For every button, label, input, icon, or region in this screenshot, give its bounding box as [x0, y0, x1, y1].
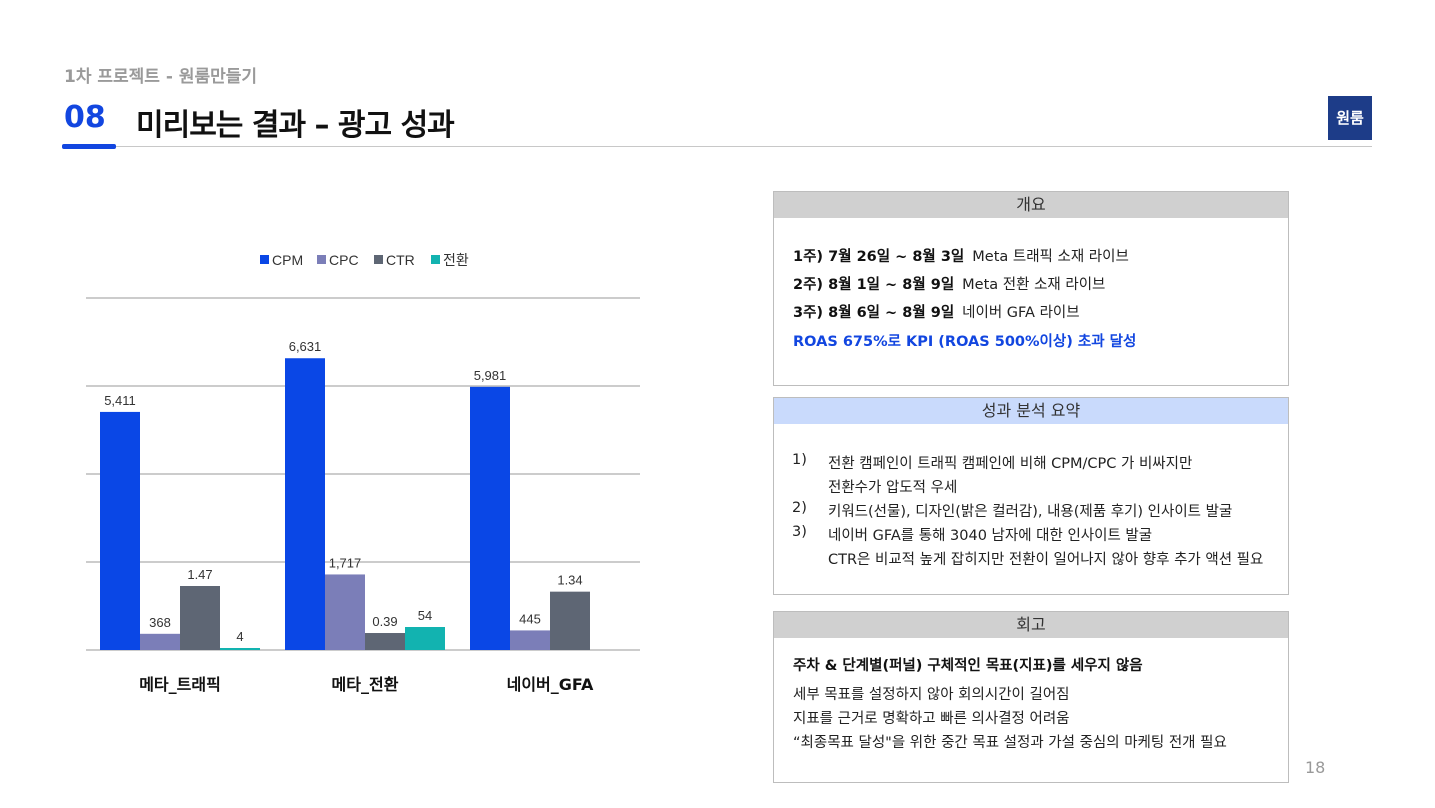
analysis-num: 3): [792, 524, 807, 540]
page-title: 미리보는 결과 – 광고 성과: [136, 108, 455, 143]
bar-CPC-1: [325, 574, 365, 650]
data-label: 1.47: [187, 567, 212, 582]
data-label: 5,411: [104, 393, 136, 408]
analysis-header: 성과 분석 요약: [774, 398, 1288, 424]
data-label: 54: [418, 608, 432, 623]
bar-CPM-2: [470, 386, 510, 650]
overview-line: 1주) 7월 26일 ~ 8월 3일 Meta 트래픽 소재 라이브: [793, 249, 1129, 265]
legend-label: CPC: [329, 252, 359, 268]
data-label: 368: [149, 615, 171, 630]
page-number: 18: [1305, 758, 1326, 777]
data-label: 1,717: [329, 555, 362, 570]
project-subtitle: 1차 프로젝트 - 원룸만들기: [64, 67, 258, 87]
analysis-text: 전환 캠페인이 트래픽 캠페인에 비해 CPM/CPC 가 비싸지만: [828, 456, 1193, 472]
legend-swatch-CPM: [260, 255, 269, 264]
overview-panel: 개요 1주) 7월 26일 ~ 8월 3일 Meta 트래픽 소재 라이브 2주)…: [773, 191, 1289, 386]
data-label: 0.39: [372, 614, 397, 629]
bar-CPC-2: [510, 630, 550, 650]
section-underline: [62, 144, 116, 149]
legend-label: CTR: [386, 252, 415, 268]
data-label: 6,631: [289, 339, 322, 354]
bar-CTR-2: [550, 591, 590, 650]
analysis-text: CTR은 비교적 높게 잡히지만 전환이 일어나지 않아 향후 추가 액션 필요: [828, 552, 1264, 568]
brand-logo: 원룸: [1328, 96, 1372, 140]
section-number: 08: [64, 100, 106, 135]
data-label: 4: [236, 629, 243, 644]
category-label: 메타_트래픽: [139, 675, 221, 694]
analysis-num: 1): [792, 452, 807, 468]
legend-label: CPM: [272, 252, 303, 268]
analysis-text: 전환수가 압도적 우세: [828, 480, 958, 496]
review-line: 지표를 근거로 명확하고 빠른 의사결정 어려움: [793, 711, 1070, 727]
review-line: 세부 목표를 설정하지 않아 회의시간이 길어짐: [793, 687, 1070, 703]
bar-CPM-0: [100, 411, 140, 650]
review-main-point: 주차 & 단계별(퍼널) 구체적인 목표(지표)를 세우지 않음: [793, 658, 1143, 674]
category-label: 메타_전환: [332, 675, 399, 694]
overview-header: 개요: [774, 192, 1288, 218]
bar-CPM-1: [285, 358, 325, 650]
roas-highlight: ROAS 675%로 KPI (ROAS 500%이상) 초과 달성: [793, 334, 1137, 350]
analysis-panel: 성과 분석 요약 1) 전환 캠페인이 트래픽 캠페인에 비해 CPM/CPC …: [773, 397, 1289, 595]
legend-swatch-전환: [431, 255, 440, 264]
bar-CTR-0: [180, 586, 220, 650]
legend-label: 전환: [443, 252, 469, 268]
data-label: 5,981: [474, 368, 507, 383]
bar-전환-1: [405, 627, 445, 650]
legend-swatch-CTR: [374, 255, 383, 264]
bar-CTR-1: [365, 633, 405, 650]
analysis-num: 2): [792, 500, 807, 516]
analysis-text: 네이버 GFA를 통해 3040 남자에 대한 인사이트 발굴: [828, 528, 1153, 544]
category-label: 네이버_GFA: [507, 675, 594, 694]
overview-line: 2주) 8월 1일 ~ 8월 9일 Meta 전환 소재 라이브: [793, 277, 1106, 293]
bar-CPC-0: [140, 633, 180, 650]
review-header: 회고: [774, 612, 1288, 638]
review-highlight: “최종목표 달성"을 위한 중간 목표 설정과 가설 중심의 마케팅 전개 필요: [793, 735, 1227, 751]
bar-전환-0: [220, 648, 260, 650]
ad-performance-chart: 5,411 368 1.47 4 메타_트래픽 6,631 1,717 0.39 54 메타_전환…: [86, 252, 640, 694]
data-label: 1.34: [557, 573, 582, 588]
review-panel: 회고 주차 & 단계별(퍼널) 구체적인 목표(지표)를 세우지 않음 세부 목…: [773, 611, 1289, 783]
analysis-text: 키워드(선물), 디자인(밝은 컬러감), 내용(제품 후기) 인사이트 발굴: [828, 504, 1233, 520]
logo-text: 원룸: [1336, 109, 1364, 127]
header-divider: [64, 146, 1372, 147]
legend-swatch-CPC: [317, 255, 326, 264]
overview-line: 3주) 8월 6일 ~ 8월 9일 네이버 GFA 라이브: [793, 305, 1080, 321]
data-label: 445: [519, 611, 541, 626]
